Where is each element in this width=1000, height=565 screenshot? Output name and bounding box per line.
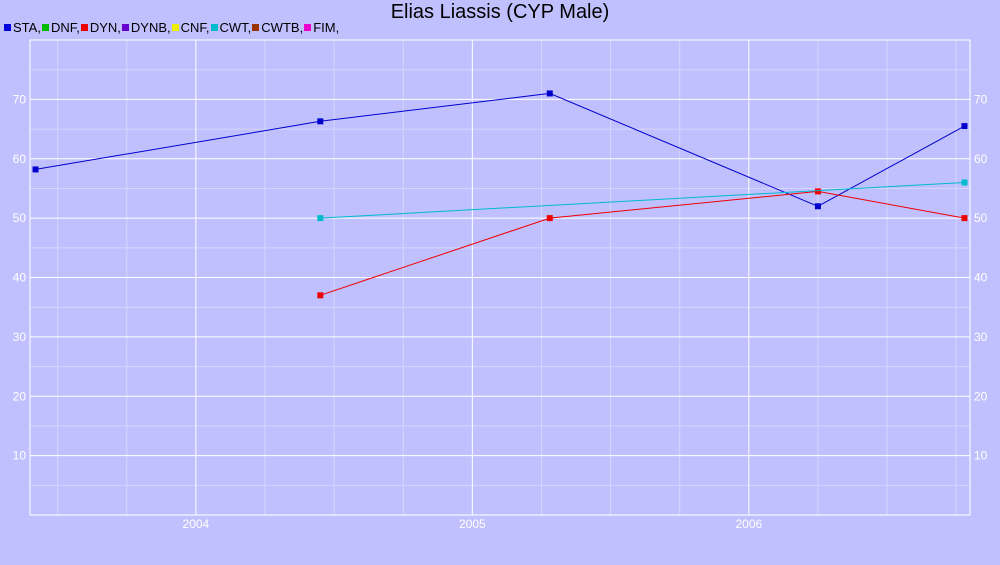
data-point-sta — [546, 90, 553, 97]
data-point-dyn — [814, 188, 821, 195]
legend-label: STA, — [13, 20, 41, 35]
data-point-sta — [317, 118, 324, 125]
legend-label: FIM, — [313, 20, 340, 35]
legend-item: CWTB, — [252, 20, 303, 35]
y-tick-label-right: 60 — [974, 152, 988, 166]
legend-swatch — [304, 24, 312, 31]
data-point-sta — [961, 123, 968, 130]
y-tick-label-left: 60 — [13, 152, 27, 166]
chart-title: Elias Liassis (CYP Male) — [390, 1, 610, 23]
legend-item: DNF, — [41, 20, 80, 35]
legend-item: FIM, — [304, 20, 339, 35]
y-tick-label-right: 40 — [974, 271, 988, 285]
data-point-dyn — [546, 215, 553, 222]
legend-label: DNF, — [50, 20, 80, 35]
series-line-cwt — [320, 182, 965, 219]
y-tick-label-left: 50 — [13, 211, 27, 225]
y-tick-label-right: 10 — [974, 449, 988, 463]
y-tick-label-left: 40 — [13, 271, 27, 285]
data-point-cwt — [317, 215, 324, 222]
series-line-dyn — [320, 190, 965, 296]
x-tick-label: 2005 — [459, 517, 486, 531]
y-tick-label-left: 30 — [13, 330, 27, 344]
x-tick-label: 2004 — [183, 517, 210, 531]
plot-frame — [29, 39, 971, 516]
legend-swatch — [252, 24, 260, 31]
y-tick-label-right: 50 — [974, 211, 988, 225]
y-tick-label-right: 30 — [974, 330, 988, 344]
legend-item: DYN, — [80, 20, 121, 35]
legend-item: CNF, — [171, 20, 210, 35]
legend-item: DYNB, — [121, 20, 171, 35]
legend-swatch — [171, 24, 179, 31]
series-line-sta — [35, 92, 965, 207]
data-point-sta — [32, 166, 39, 173]
legend-label: CNF, — [180, 20, 210, 35]
legend-item: CWT, — [210, 20, 252, 35]
y-tick-label-right: 20 — [974, 389, 988, 403]
y-tick-label-left: 10 — [13, 449, 27, 463]
data-point-dyn — [317, 292, 324, 299]
y-tick-label-right: 70 — [974, 92, 988, 106]
legend-swatch — [41, 24, 49, 31]
legend-swatch — [121, 24, 129, 31]
legend-label: CWT, — [219, 20, 252, 35]
legend-label: CWTB, — [261, 20, 304, 35]
y-tick-label-left: 20 — [13, 389, 27, 403]
legend: STA, DNF, DYN, DYNB, CNF, CWT, CWTB, FIM, — [4, 20, 340, 35]
legend-item: STA, — [4, 20, 41, 35]
y-tick-label-left: 70 — [13, 92, 27, 106]
legend-label: DYN, — [89, 20, 121, 35]
legend-swatch — [210, 24, 218, 31]
data-point-dyn — [961, 215, 968, 222]
legend-swatch — [4, 24, 11, 31]
legend-label: DYNB, — [130, 20, 171, 35]
data-point-cwt — [961, 179, 968, 186]
x-tick-label: 2006 — [735, 517, 762, 531]
data-point-sta — [814, 203, 821, 210]
legend-swatch — [80, 24, 88, 31]
